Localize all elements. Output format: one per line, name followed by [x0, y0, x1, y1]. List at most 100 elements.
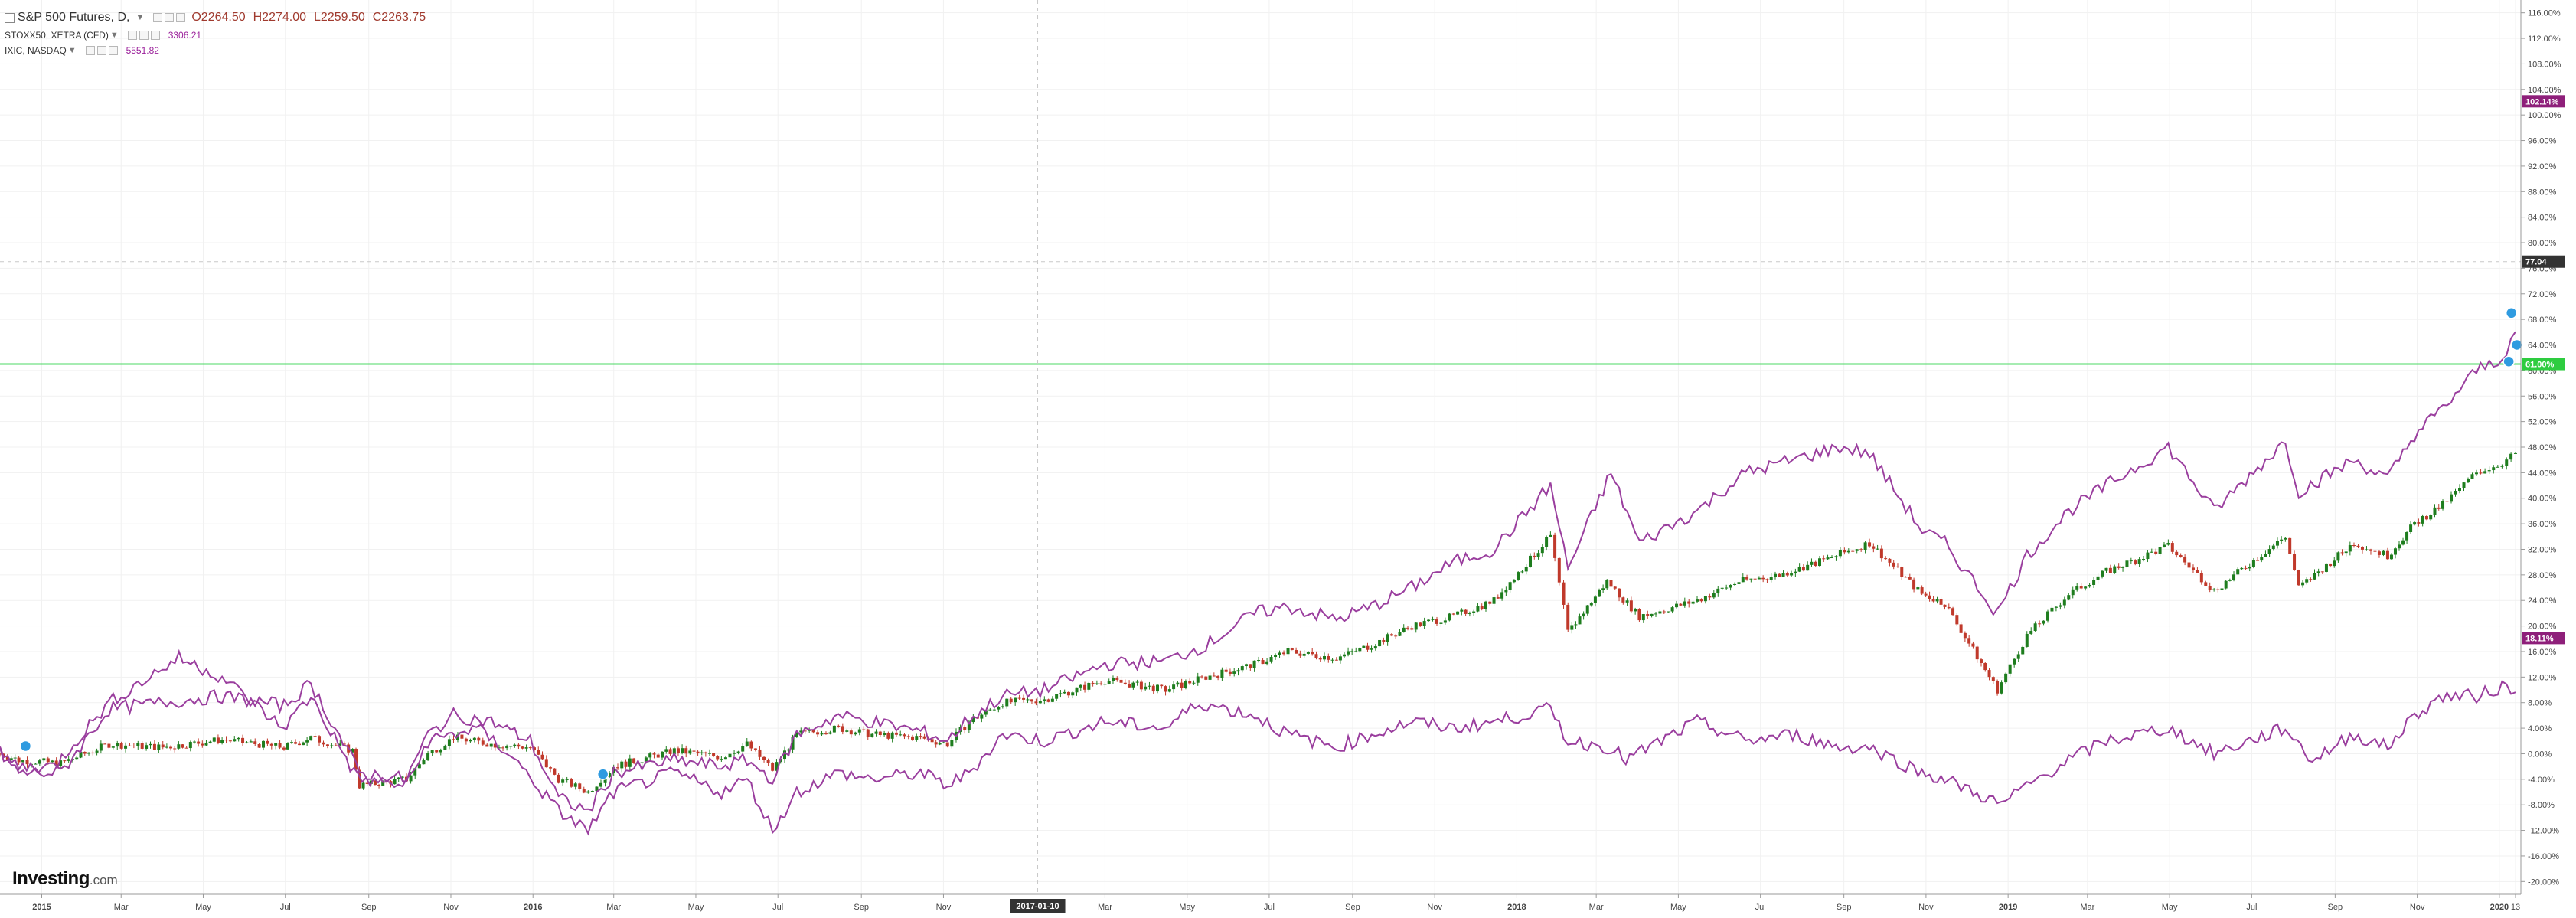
candle-body	[570, 779, 573, 787]
candle-body	[1996, 681, 2000, 694]
event-marker[interactable]	[19, 740, 32, 753]
candle-body	[1524, 567, 1528, 572]
time-axis[interactable]: 2015 Mar May Jul Sep Nov 2016 Mar May Jul Sep Nov Ma…	[32, 894, 2520, 912]
candle-body	[2352, 545, 2356, 547]
price-tick-label: 32.00%	[2528, 545, 2557, 554]
settings-icon[interactable]	[96, 46, 106, 55]
candle-body	[1634, 609, 1637, 612]
candle-body	[1176, 682, 1180, 685]
close-icon[interactable]	[150, 31, 160, 40]
price-tick-label: 96.00%	[2528, 137, 2557, 146]
candle-body	[1879, 548, 1883, 559]
close-icon[interactable]	[176, 13, 186, 22]
event-marker[interactable]	[2503, 355, 2515, 368]
chevron-down-icon[interactable]: ▼	[135, 13, 145, 22]
time-tick-label: 2015	[32, 903, 51, 912]
legend-collapse-icon[interactable]	[5, 12, 15, 23]
candle-body	[728, 753, 732, 758]
eye-icon[interactable]	[153, 13, 163, 22]
candle-body	[1939, 599, 1943, 605]
time-tick-label: Mar	[606, 903, 621, 912]
candle-body	[2096, 576, 2100, 580]
candle-body	[253, 741, 257, 745]
candle-body	[1683, 601, 1686, 606]
candle-body	[1773, 573, 1777, 577]
candle-body	[1022, 697, 1026, 700]
settings-icon[interactable]	[165, 13, 175, 22]
event-marker[interactable]	[2505, 307, 2518, 319]
candle-body	[249, 741, 253, 743]
grid	[0, 0, 2521, 894]
candle-body	[1212, 675, 1216, 677]
legend-main-row: S&P 500 Futures, D, ▼ O2264.50 H2274.00 …	[5, 8, 433, 28]
last-value-label-bg	[2522, 632, 2565, 645]
legend-main-symbol[interactable]: S&P 500 Futures, D,	[18, 11, 130, 24]
candle-body	[2220, 588, 2224, 590]
candle-body	[1261, 660, 1265, 665]
crosshair	[0, 0, 2521, 894]
candle-body	[595, 786, 599, 792]
price-axis[interactable]: 116.00% 112.00% 108.00% 104.00% 100.00% 96.00…	[2521, 9, 2561, 887]
candle-body	[934, 742, 938, 745]
close-icon[interactable]	[108, 46, 118, 55]
candle-body	[2385, 550, 2389, 560]
candle-body	[361, 782, 365, 789]
candle-body	[2280, 539, 2284, 541]
candle-body	[2344, 551, 2348, 554]
legend-compare-symbol[interactable]: IXIC, NASDAQ	[5, 45, 67, 56]
event-marker[interactable]	[596, 768, 609, 780]
candle-body	[201, 743, 204, 746]
candle-body	[1971, 643, 1975, 647]
candle-body	[1613, 586, 1617, 589]
investing-logo[interactable]: Investing.com	[12, 868, 118, 890]
event-markers[interactable]	[19, 307, 2523, 780]
candle-body	[2377, 551, 2381, 555]
candle-body	[1979, 659, 1983, 663]
candle-body	[1675, 603, 1679, 608]
candle-body	[1087, 682, 1091, 690]
candle-body	[2162, 544, 2166, 547]
candle-body	[1492, 597, 1496, 604]
chevron-down-icon[interactable]: ▼	[67, 46, 77, 55]
candle-body	[2360, 547, 2364, 550]
candle-body	[2199, 573, 2203, 583]
candle-body	[2500, 466, 2504, 467]
eye-icon[interactable]	[127, 31, 137, 40]
legend-compare-symbol[interactable]: STOXX50, XETRA (CFD)	[5, 30, 109, 41]
candle-body	[2421, 515, 2424, 524]
candle-body	[2042, 620, 2045, 624]
price-tick-label: 52.00%	[2528, 418, 2557, 427]
candle-body	[241, 737, 245, 743]
candle-body	[1472, 611, 1476, 613]
candle-body	[1830, 557, 1834, 559]
candle-body	[2187, 562, 2191, 568]
time-tick-label: Jul	[1264, 903, 1275, 912]
candle-body	[1621, 597, 1625, 603]
candle-body	[1851, 550, 1855, 552]
candle-body	[1398, 632, 1402, 636]
candle-body	[716, 756, 720, 760]
candle-body	[2429, 515, 2433, 520]
candle-body	[1439, 622, 1443, 624]
candle-body	[1712, 593, 1716, 598]
candle-body	[334, 745, 338, 746]
candle-body	[1290, 648, 1294, 651]
eye-icon[interactable]	[85, 46, 95, 55]
settings-icon[interactable]	[139, 31, 149, 40]
candle-body	[1868, 542, 1872, 547]
candle-body	[1107, 681, 1111, 684]
candle-body	[870, 733, 874, 737]
candle-body	[2170, 543, 2174, 552]
candle-body	[1306, 652, 1310, 654]
candle-body	[1757, 577, 1761, 580]
candle-body	[1014, 697, 1017, 703]
candle-body	[2248, 567, 2251, 569]
candle-body	[644, 757, 648, 763]
candle-body	[1220, 669, 1224, 678]
candle-body	[1318, 658, 1322, 660]
candle-body	[2474, 472, 2478, 475]
chevron-down-icon[interactable]: ▼	[109, 31, 119, 40]
time-tick-label: May	[2162, 903, 2178, 912]
candle-body	[1354, 651, 1358, 652]
